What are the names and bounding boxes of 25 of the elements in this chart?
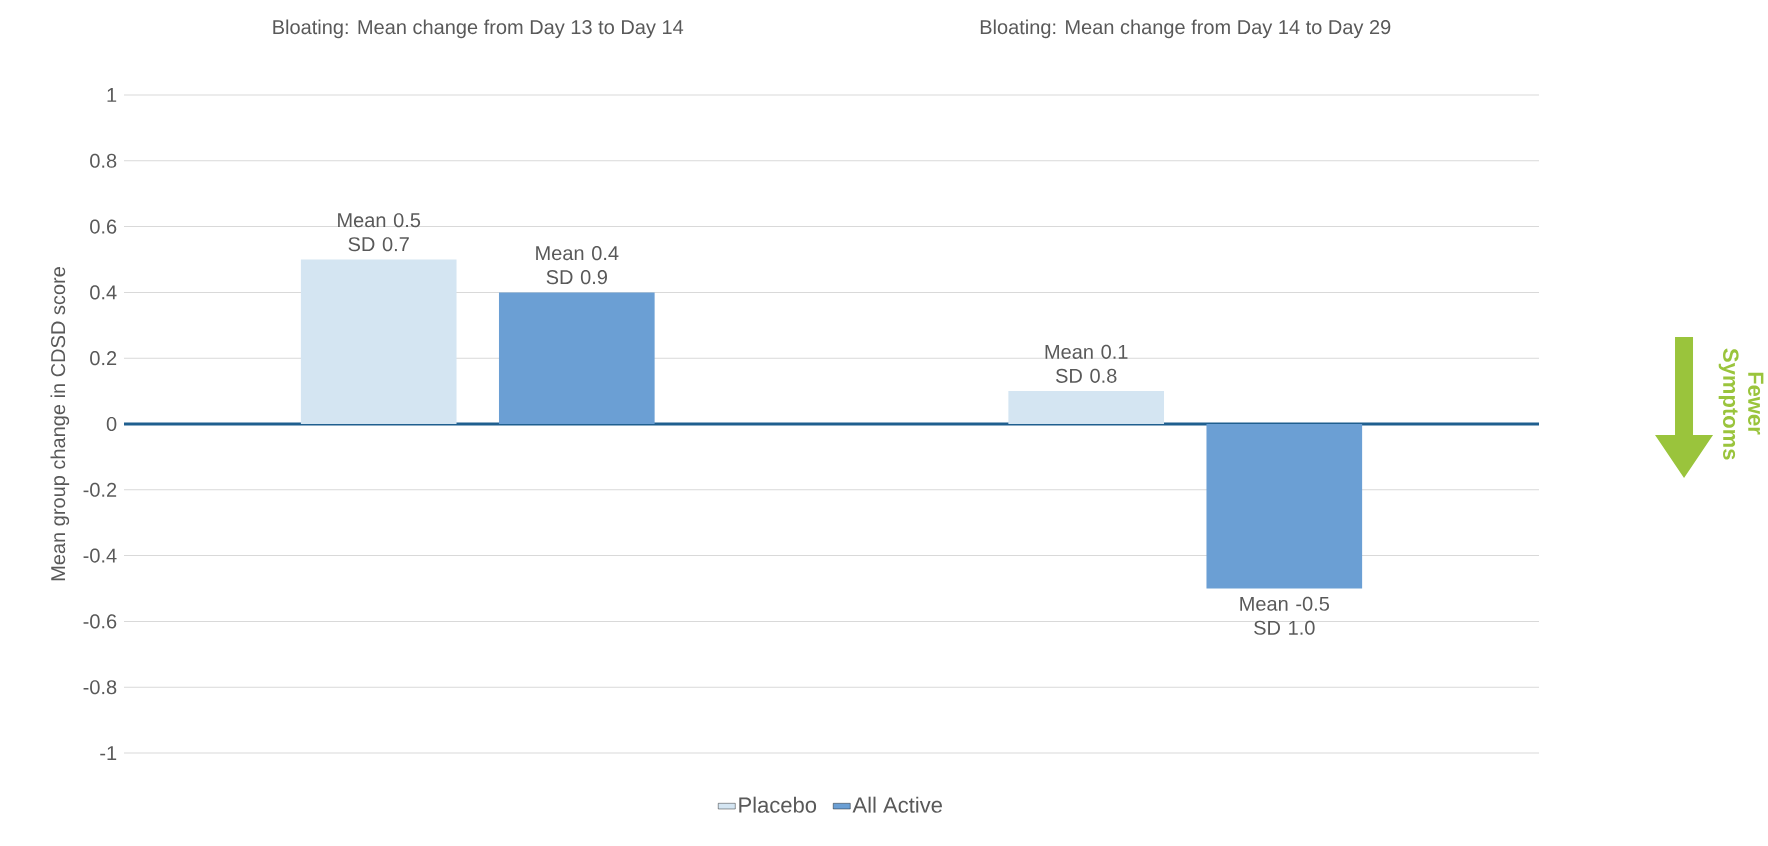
bar [300,259,457,424]
data-label: Mean -0.5 SD 1.0 [1240,596,1330,635]
x-tick-label: Bloating: Mean change from Day 13 to Day 14 [273,19,684,39]
y-tick-label: 0.2 [90,351,117,366]
y-tick-label: 0.4 [90,285,117,300]
data-label: Mean 0.4 SD 0.9 [536,246,619,285]
bar [498,292,655,424]
text: Fewer Symptoms [1718,348,1764,460]
bar [1206,424,1363,589]
y-tick-label: -1 [100,746,117,760]
legend-label: Placebo [739,796,817,813]
data-label: Mean 0.1 SD 0.8 [1045,344,1128,383]
y-tick-label: -0.2 [83,482,117,497]
y-tick-label: -0.4 [83,548,117,563]
data-label: Mean 0.5 SD 0.7 [338,213,421,252]
x-tick-label: Bloating: Mean change from Day 14 to Day 29 [980,19,1391,39]
y-tick-label: 1 [107,88,117,102]
y-tick-label: 0.8 [90,153,117,168]
bar [1008,391,1165,424]
y-axis-title: Mean group change in CDSD score [50,267,70,581]
y-tick-label: -0.6 [83,614,117,629]
y-tick-label: -0.8 [83,680,117,695]
y-tick-label: 0 [106,416,117,432]
y-tick-label: 0.6 [90,219,117,234]
legend-label: All Active [852,796,942,813]
